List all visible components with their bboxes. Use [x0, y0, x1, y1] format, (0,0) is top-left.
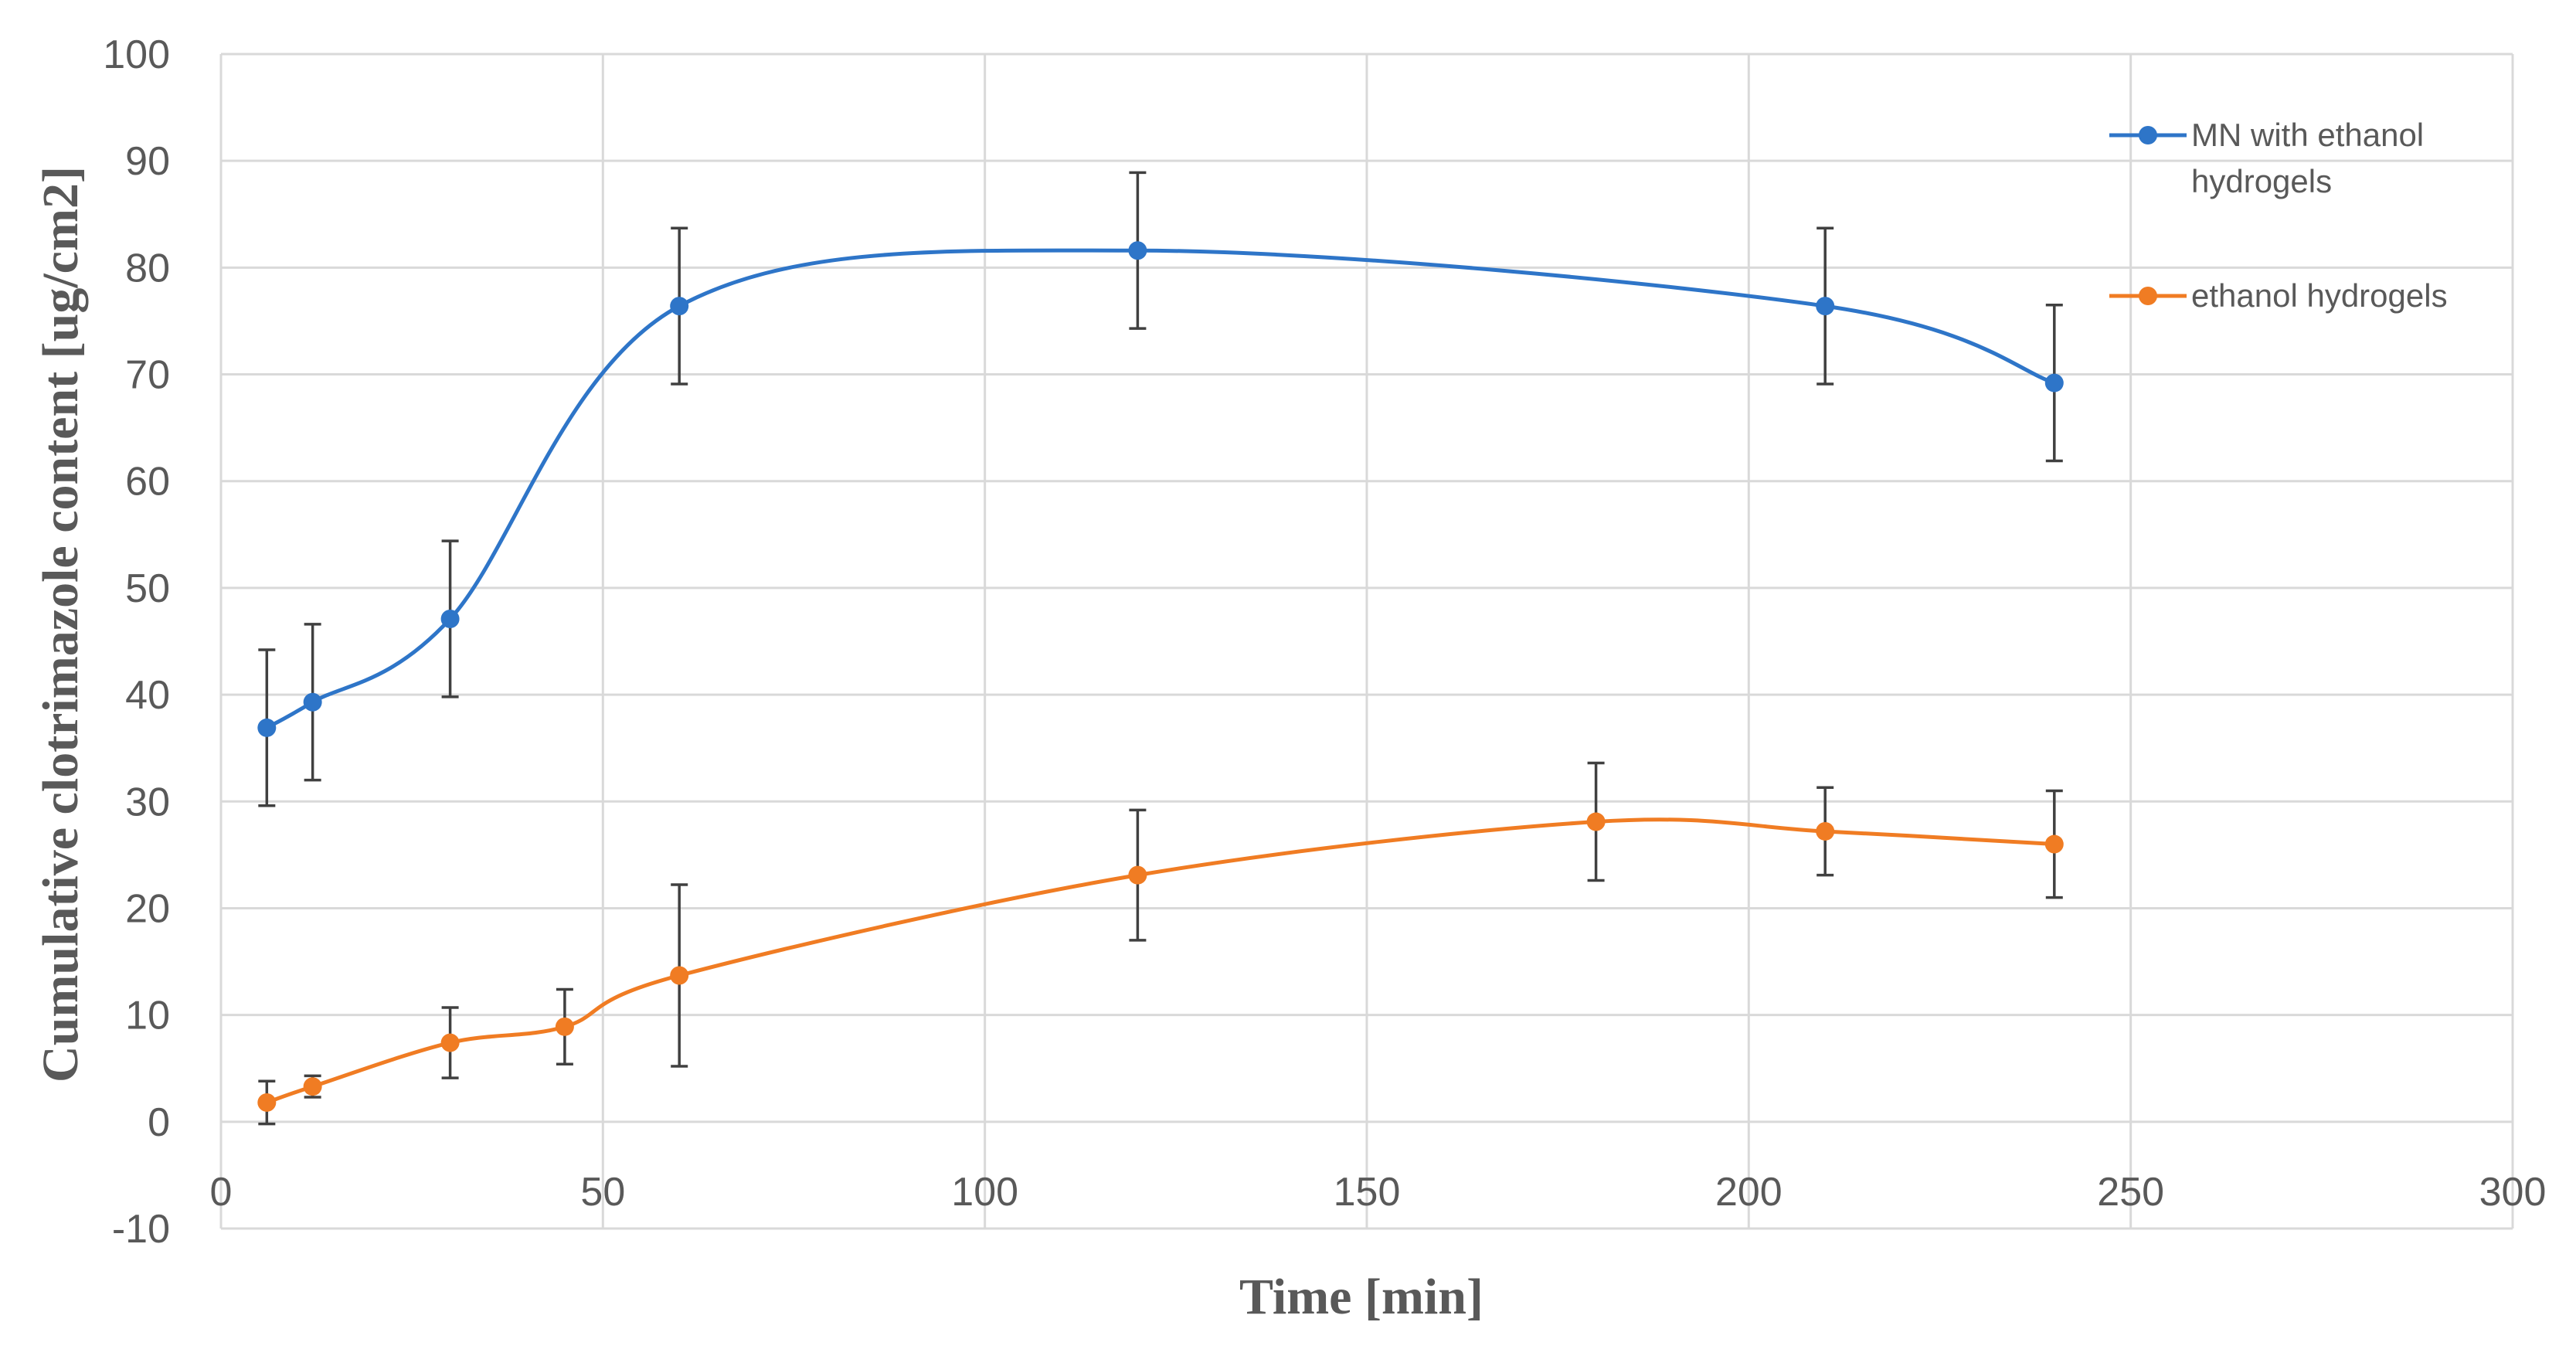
x-tick-label: 150 [1334, 1170, 1401, 1215]
data-point [2044, 373, 2064, 393]
y-tick-label: 90 [125, 139, 170, 184]
data-point [555, 1017, 574, 1036]
y-tick-label: 10 [125, 994, 170, 1038]
data-point [1586, 812, 1606, 831]
data-point [257, 1093, 277, 1112]
y-tick-label: 60 [125, 460, 170, 505]
x-tick-label: 100 [951, 1170, 1018, 1215]
x-axis-title: Time [min] [1239, 1269, 1483, 1325]
legend-item-2: ethanol hydrogels [2109, 277, 2448, 314]
y-axis-tick-labels: -10 0 10 20 30 40 50 60 70 80 90 100 [103, 32, 170, 1252]
x-tick-label: 50 [580, 1170, 625, 1215]
data-point [670, 297, 689, 316]
series-2 [257, 761, 2064, 1126]
data-point [670, 966, 689, 985]
data-point [440, 609, 460, 628]
y-tick-label: 70 [125, 353, 170, 398]
y-tick-label: 0 [148, 1100, 170, 1145]
x-tick-label: 0 [210, 1170, 233, 1215]
plot-frame [219, 54, 2513, 1230]
data-point [1128, 865, 1147, 885]
series-layer [257, 171, 2064, 1126]
data-point [303, 692, 322, 712]
data-point [1128, 241, 1147, 260]
series-line [266, 248, 2055, 730]
data-point [257, 718, 277, 737]
x-axis-tick-labels: 0 50 100 150 200 250 300 [210, 1170, 2547, 1215]
y-tick-label: 40 [125, 673, 170, 718]
data-point [303, 1077, 322, 1096]
legend: MN with ethanol hydrogels ethanol hydrogel… [2109, 117, 2448, 314]
y-tick-label: 80 [125, 246, 170, 291]
data-point [2044, 834, 2064, 854]
x-tick-label: 200 [1715, 1170, 1782, 1215]
legend-label: ethanol hydrogels [2191, 277, 2448, 314]
y-tick-label: 100 [103, 32, 170, 77]
data-point [1816, 297, 1835, 316]
series-1 [257, 171, 2064, 807]
legend-item-1: MN with ethanol hydrogels [2109, 117, 2424, 199]
y-tick-label: 20 [125, 886, 170, 931]
y-tick-label: -10 [112, 1207, 170, 1252]
y-tick-label: 30 [125, 780, 170, 824]
legend-swatch-marker [2139, 287, 2157, 305]
x-tick-label: 250 [2097, 1170, 2164, 1215]
data-point [440, 1033, 460, 1052]
legend-label: MN with ethanol hydrogels [2191, 117, 2424, 199]
data-point [1816, 821, 1835, 841]
legend-swatch-marker [2139, 126, 2157, 144]
x-tick-label: 300 [2479, 1170, 2547, 1215]
y-axis-title: Cumulative clotrimazole content [ug/cm2] [32, 166, 89, 1082]
vertical-gridlines [601, 54, 2514, 1229]
y-tick-label: 50 [125, 566, 170, 611]
series-line [266, 817, 2054, 1105]
